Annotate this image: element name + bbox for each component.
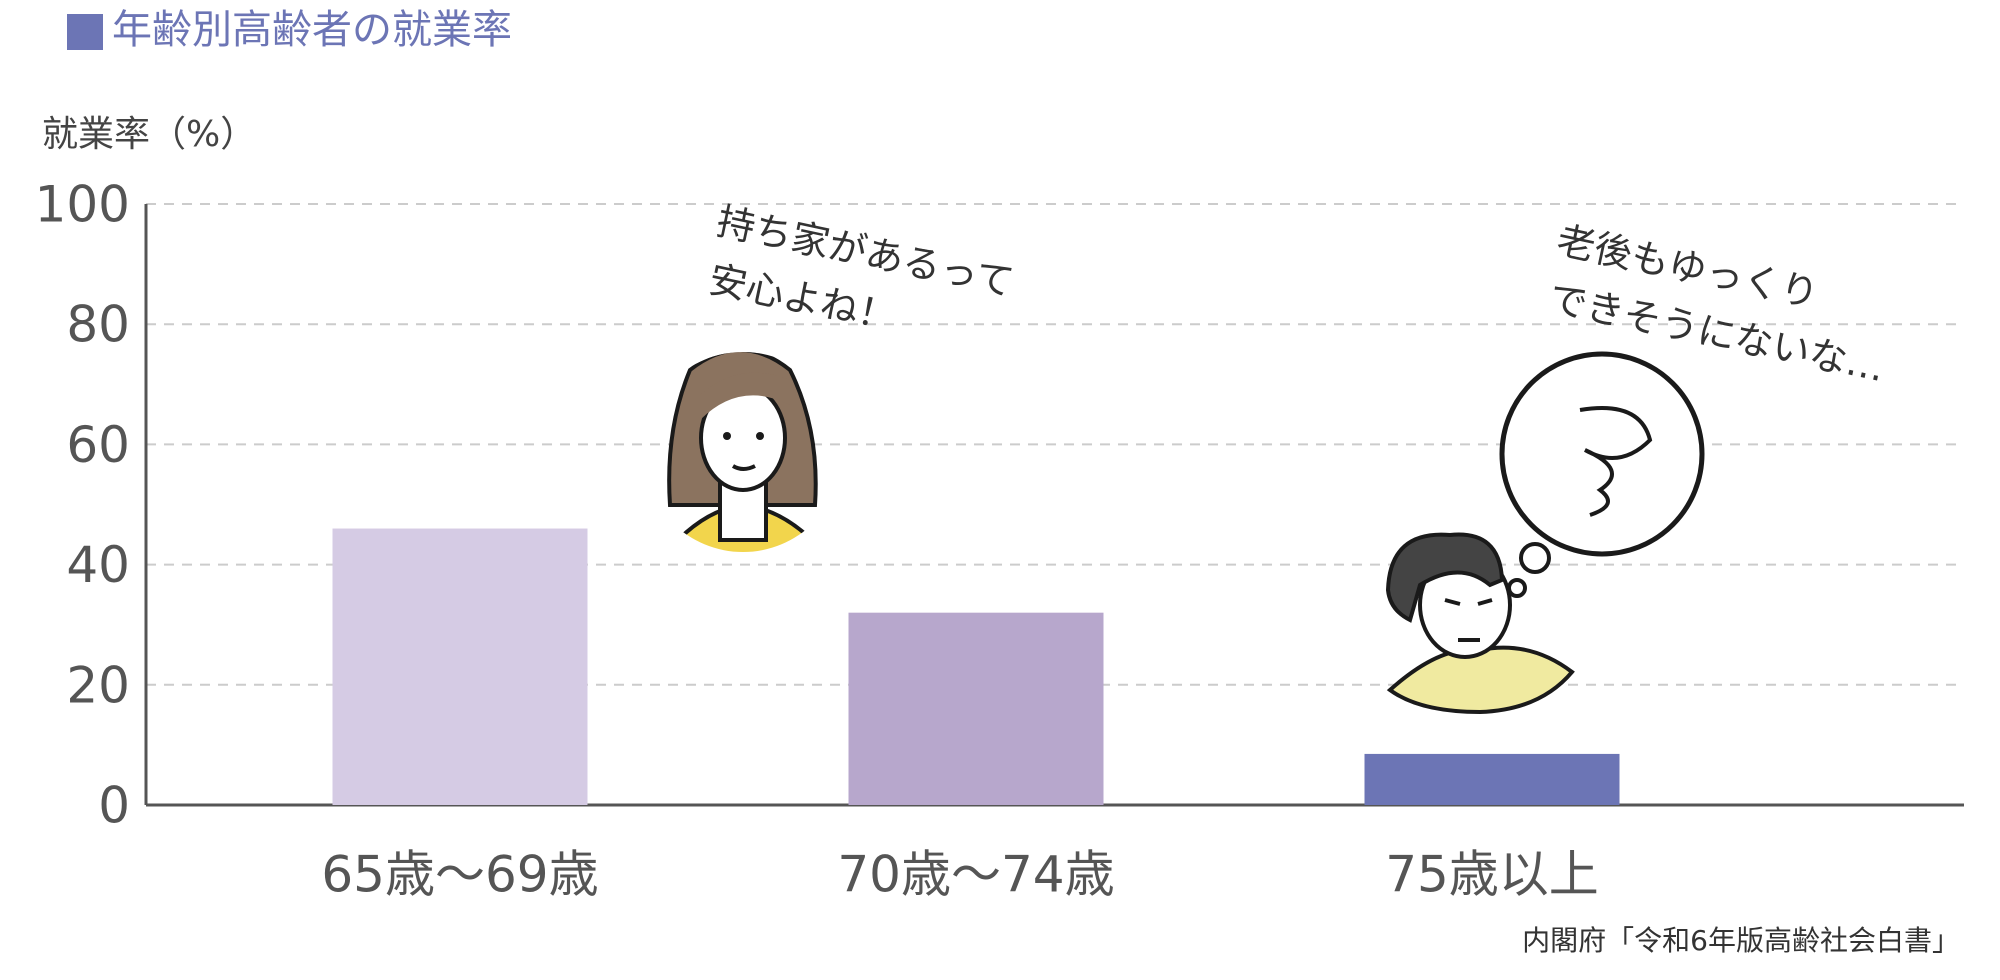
y-tick-label: 40 [66, 536, 130, 594]
x-tick-label: 65歳～69歳 [321, 846, 598, 904]
bar [332, 528, 588, 805]
chart-title: 年齢別高齢者の就業率 [112, 7, 512, 53]
y-tick-label: 100 [35, 176, 130, 234]
source: 内閣府「令和6年版高齢社会白書」 [1522, 924, 1960, 957]
x-tick-label: 75歳以上 [1385, 846, 1599, 904]
y-tick-label: 80 [66, 296, 130, 354]
title-marker [67, 14, 103, 50]
y-tick-label: 20 [66, 656, 130, 714]
man-illustration [1385, 532, 1575, 715]
y-axis-label: 就業率（%） [42, 114, 256, 155]
y-tick-label: 0 [98, 777, 130, 835]
bar [848, 612, 1104, 805]
y-tick-label: 60 [66, 416, 130, 474]
woman-illustration [655, 352, 835, 552]
x-tick-label: 70歳～74歳 [837, 846, 1114, 904]
bar [1364, 753, 1620, 805]
